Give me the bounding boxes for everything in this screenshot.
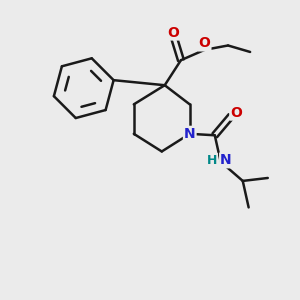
Text: O: O (230, 106, 242, 120)
Text: O: O (167, 26, 179, 40)
Text: O: O (199, 36, 210, 50)
Text: N: N (220, 153, 232, 167)
Text: N: N (184, 127, 196, 141)
Text: H: H (207, 154, 217, 167)
